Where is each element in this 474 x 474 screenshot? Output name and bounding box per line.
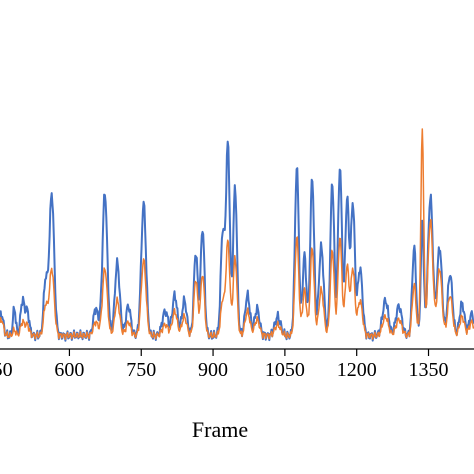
x-tick-label: 600	[54, 359, 84, 381]
x-tick-label: 1200	[337, 359, 377, 381]
orange-series-line	[0, 128, 474, 340]
x-axis-label: Frame	[192, 417, 248, 442]
x-tick-label: 450	[0, 359, 13, 381]
x-tick-label: 750	[126, 359, 156, 381]
blue-series-line	[0, 140, 474, 342]
plot-area	[0, 128, 474, 342]
x-tick-label: 900	[198, 359, 228, 381]
x-tick-label: 1050	[265, 359, 305, 381]
x-axis-ticks: 450 600 750 900 1050 1200 1350	[0, 349, 449, 381]
x-tick-label: 1350	[409, 359, 449, 381]
